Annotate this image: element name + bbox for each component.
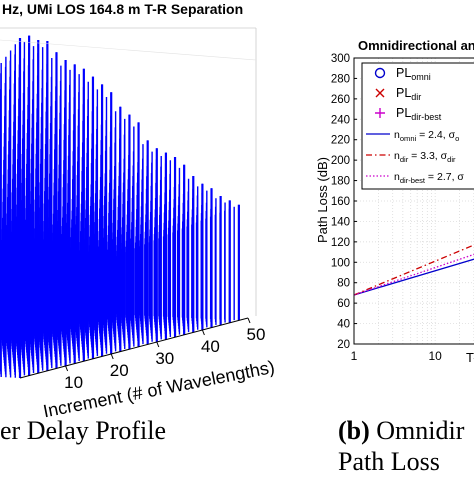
legend-item: nomni = 2.4, σo: [366, 129, 459, 143]
y-tick-label: 240: [331, 114, 350, 126]
fit-line: [353, 253, 474, 296]
legend-label: ndir-best = 2.7, σ: [394, 171, 464, 185]
y-tick-label: 180: [331, 176, 350, 188]
path-loss-x-axis-label: T-: [466, 350, 474, 365]
increment-tick: [201, 329, 205, 336]
plus-marker-icon: [375, 108, 385, 118]
path-loss-y-axis-label: Path Loss (dB): [315, 157, 330, 243]
x-tick-label: 1: [351, 349, 358, 363]
increment-tick: [110, 353, 114, 360]
increment-tick: [156, 341, 160, 348]
legend-item: PLomni: [374, 66, 431, 82]
legend-item: PLdir: [375, 86, 421, 102]
legend-label: PLdir: [396, 86, 421, 102]
fit-line: [353, 244, 474, 296]
legend-items: PLomni PLdir PLdir-best nomni = 2.4, σo ndir…: [366, 66, 464, 185]
y-tick-label: 200: [331, 155, 350, 167]
legend-box: [361, 62, 474, 190]
path-loss-y-tick-labels: 20 40 60 80 100 120 140 160 180 200 220 240 260 280 30…: [331, 53, 357, 351]
increment-tick: [247, 317, 251, 324]
legend-label: PLdir-best: [396, 106, 442, 122]
y-tick-label: 260: [331, 94, 350, 106]
cross-marker-icon: [375, 88, 385, 98]
y-tick-label: 60: [337, 298, 350, 310]
left-chart-title: Hz, UMi LOS 164.8 m T-R Separation: [2, 1, 243, 17]
y-tick-label: 140: [331, 216, 350, 228]
increment-tick-label: 30: [155, 349, 174, 368]
pdp-slice: [0, 38, 22, 378]
legend-item: PLdir-best: [375, 106, 442, 122]
right-caption-line2: Path Loss: [338, 447, 440, 476]
path-loss-x-tick-labels: 1 10: [351, 349, 442, 363]
legend-label: nomni = 2.4, σo: [394, 129, 459, 143]
y-tick-label: 160: [331, 196, 350, 208]
increment-tick-label: 40: [201, 337, 220, 356]
increment-tick: [65, 365, 69, 372]
power-delay-profile-panel: Hz, UMi LOS 164.8 m T-R Separation 10 20 3…: [0, 1, 276, 421]
y-tick-label: 40: [337, 319, 350, 331]
legend-item: ndir-best = 2.7, σ: [366, 171, 464, 185]
legend-label: ndir = 3.3, σdir: [394, 150, 456, 164]
right-chart-title: Omnidirectional an: [358, 38, 474, 53]
increment-tick-labels: 10 20 30 40 50: [64, 325, 265, 392]
increment-tick-label: 10: [64, 373, 83, 392]
y-tick-label: 100: [331, 257, 350, 269]
circle-marker-icon: [374, 67, 386, 79]
legend-item: ndir = 3.3, σdir: [366, 150, 456, 164]
increment-tick-label: 50: [247, 325, 266, 344]
x-tick-label: 10: [428, 349, 442, 363]
path-loss-legend: PLomni PLdir PLdir-best nomni = 2.4, σo ndir…: [361, 62, 474, 190]
increment-tick-label: 20: [110, 361, 129, 380]
y-tick-label: 220: [331, 135, 350, 147]
y-tick-label: 120: [331, 237, 350, 249]
y-tick-label: 20: [337, 339, 350, 351]
y-tick-label: 300: [331, 53, 350, 65]
increment-axis-line: [19, 317, 249, 379]
y-tick-label: 80: [337, 278, 350, 290]
right-caption-label: (b): [338, 416, 370, 445]
left-caption: er Delay Profile: [0, 416, 167, 445]
path-loss-fit-lines: [353, 244, 474, 296]
pdp-bars-group: [0, 35, 240, 378]
box-grid-line: [0, 39, 257, 61]
right-caption-text: Omnidir: [376, 416, 465, 445]
y-tick-label: 280: [331, 73, 350, 85]
fit-line: [353, 258, 474, 296]
increment-axis: [0, 27, 257, 379]
right-caption: (b) Omnidir: [338, 416, 464, 446]
path-loss-panel: Omnidirectional an 20 40 60 80 100 120 140 160 1…: [315, 38, 474, 365]
legend-label: PLomni: [396, 66, 431, 82]
